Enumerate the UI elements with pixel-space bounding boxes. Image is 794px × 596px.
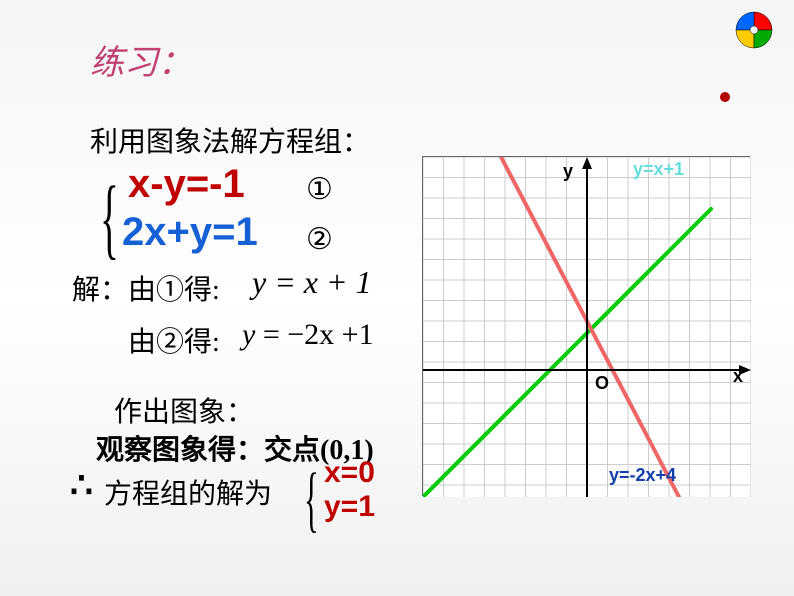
step-1-label: 解：由①得: bbox=[72, 268, 220, 308]
step-2-y: y bbox=[242, 318, 255, 351]
brace-icon: { bbox=[100, 168, 119, 270]
therefore-symbol: ∴ bbox=[70, 464, 93, 506]
solution-x: x=0 bbox=[324, 456, 375, 490]
exercise-title: 练习： bbox=[90, 35, 192, 84]
step-2-rest: = −2x +1 bbox=[255, 318, 373, 351]
red-dot-icon bbox=[720, 92, 730, 102]
graph-svg: y x Oy=x+1 y=-2x+4 bbox=[423, 157, 751, 497]
brace-solution-icon: { bbox=[304, 458, 319, 541]
step-5-label: 方程组的解为 bbox=[104, 472, 272, 512]
step-1-equation: y = x + 1 bbox=[252, 264, 372, 301]
svg-text:y: y bbox=[563, 161, 573, 181]
svg-text:y=x+1: y=x+1 bbox=[633, 159, 684, 179]
svg-text:y=-2x+4: y=-2x+4 bbox=[609, 465, 676, 485]
equation-1-number: ① bbox=[306, 172, 333, 207]
equation-1: x-y=-1 bbox=[128, 162, 245, 207]
svg-text:x: x bbox=[733, 366, 743, 386]
svg-text:O: O bbox=[595, 373, 609, 393]
step-3-label: 作出图象： bbox=[114, 390, 254, 430]
problem-label: 利用图象法解方程组： bbox=[90, 120, 370, 160]
equation-2-number: ② bbox=[306, 222, 333, 257]
logo-icon bbox=[734, 10, 774, 55]
step-2-label: 由②得: bbox=[128, 320, 220, 360]
solution-y: y=1 bbox=[324, 490, 375, 524]
graph-container: y x Oy=x+1 y=-2x+4 bbox=[422, 156, 750, 496]
equation-2: 2x+y=1 bbox=[122, 210, 258, 255]
step-2-equation: y = −2x +1 bbox=[242, 318, 374, 352]
